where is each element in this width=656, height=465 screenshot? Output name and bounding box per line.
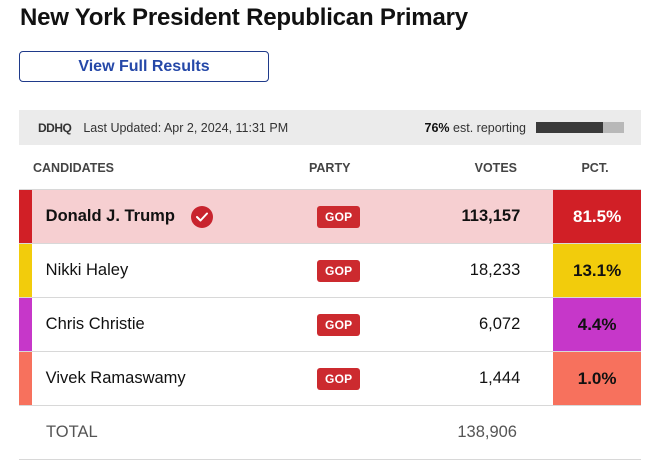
total-votes: 138,906 <box>457 423 517 441</box>
total-row: TOTAL 138,906 <box>19 406 641 460</box>
candidate-row: Vivek Ramaswamy GOP 1,444 1.0% <box>19 352 641 406</box>
table-header: CANDIDATES PARTY VOTES PCT. <box>19 146 641 190</box>
candidate-pct: 81.5% <box>553 190 641 243</box>
candidate-name-cell: Donald J. Trump <box>32 205 302 228</box>
candidate-color-swatch <box>19 352 32 405</box>
candidate-color-swatch <box>19 298 32 351</box>
candidate-color-swatch <box>19 244 32 297</box>
reporting-progress-bar <box>536 122 624 133</box>
reporting-status: 76% est. reporting <box>425 121 526 135</box>
reporting-percent: 76% <box>424 120 450 135</box>
header-party: PARTY <box>309 160 351 175</box>
candidate-name: Vivek Ramaswamy <box>45 369 186 387</box>
candidate-name: Nikki Haley <box>45 261 129 279</box>
view-full-results-button[interactable]: View Full Results <box>19 51 269 82</box>
header-pct: PCT. <box>581 160 609 175</box>
page-title: New York President Republican Primary <box>20 4 468 31</box>
candidate-name: Donald J. Trump <box>45 207 175 225</box>
reporting-progress-fill <box>536 122 603 133</box>
candidate-color-swatch <box>19 190 32 243</box>
candidate-votes: 18,233 <box>469 261 521 279</box>
party-cell: GOP <box>302 313 361 336</box>
last-updated: Last Updated: Apr 2, 2024, 11:31 PM <box>83 120 289 135</box>
party-badge: GOP <box>317 259 361 282</box>
info-bar: DDHQ Last Updated: Apr 2, 2024, 11:31 PM… <box>19 110 641 145</box>
candidate-row: Chris Christie GOP 6,072 4.4% <box>19 298 641 352</box>
candidate-name-cell: Nikki Haley <box>32 261 302 280</box>
party-cell: GOP <box>302 205 361 228</box>
winner-check-icon <box>190 205 213 228</box>
candidate-row: Donald J. Trump GOP 113,157 81.5% <box>19 190 641 244</box>
candidate-votes: 6,072 <box>478 315 521 333</box>
ddhq-logo: DDHQ <box>38 120 72 135</box>
candidate-votes: 1,444 <box>478 369 521 387</box>
party-cell: GOP <box>302 367 361 390</box>
candidate-name-cell: Chris Christie <box>32 315 302 334</box>
party-badge: GOP <box>317 313 361 336</box>
candidate-votes: 113,157 <box>461 207 521 225</box>
header-candidates: CANDIDATES <box>33 160 115 175</box>
candidate-pct: 4.4% <box>553 298 641 351</box>
candidate-name-cell: Vivek Ramaswamy <box>32 369 302 388</box>
reporting-label: est. reporting <box>449 120 526 135</box>
candidate-pct: 13.1% <box>553 244 641 297</box>
total-label: TOTAL <box>46 423 98 441</box>
header-votes: VOTES <box>474 160 517 175</box>
party-badge: GOP <box>317 367 361 390</box>
candidate-pct: 1.0% <box>553 352 641 405</box>
party-badge: GOP <box>317 205 361 228</box>
party-cell: GOP <box>302 259 361 282</box>
candidate-row: Nikki Haley GOP 18,233 13.1% <box>19 244 641 298</box>
results-table: CANDIDATES PARTY VOTES PCT. Donald J. Tr… <box>19 146 641 460</box>
candidate-name: Chris Christie <box>45 315 145 333</box>
